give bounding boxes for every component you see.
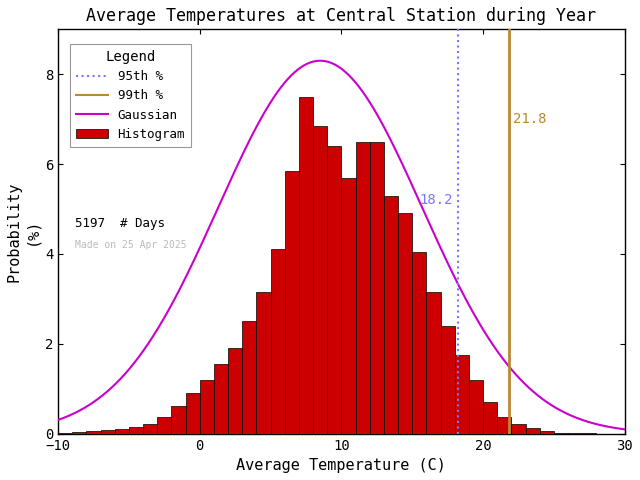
Bar xyxy=(540,432,554,433)
Bar xyxy=(469,380,483,433)
Bar xyxy=(525,428,540,433)
Text: Made on 25 Apr 2025: Made on 25 Apr 2025 xyxy=(75,240,187,250)
Bar xyxy=(157,417,172,433)
Bar xyxy=(214,364,228,433)
Bar xyxy=(327,146,341,433)
Bar xyxy=(200,380,214,433)
Bar xyxy=(356,142,370,433)
Bar xyxy=(228,348,243,433)
Title: Average Temperatures at Central Station during Year: Average Temperatures at Central Station … xyxy=(86,7,596,25)
Bar xyxy=(511,424,525,433)
Bar xyxy=(398,214,412,433)
Bar xyxy=(384,195,398,433)
Bar xyxy=(115,429,129,433)
Bar xyxy=(243,321,257,433)
Text: 21.8: 21.8 xyxy=(513,112,547,126)
Y-axis label: Probability
(%): Probability (%) xyxy=(7,181,39,282)
Text: 18.2: 18.2 xyxy=(420,193,453,207)
Bar xyxy=(129,427,143,433)
Bar xyxy=(143,424,157,433)
Text: 5197  # Days: 5197 # Days xyxy=(75,217,165,230)
Bar xyxy=(72,432,86,433)
Bar xyxy=(454,355,469,433)
Bar xyxy=(426,292,440,433)
Bar xyxy=(412,252,426,433)
Bar xyxy=(186,393,200,433)
Bar xyxy=(100,431,115,433)
Bar xyxy=(313,126,327,433)
Bar xyxy=(271,250,285,433)
Bar xyxy=(172,406,186,433)
Bar xyxy=(497,417,511,433)
Bar xyxy=(299,96,313,433)
Bar xyxy=(86,432,100,433)
Bar xyxy=(370,142,384,433)
Bar xyxy=(440,326,454,433)
Bar xyxy=(257,292,271,433)
Bar xyxy=(285,171,299,433)
Bar xyxy=(483,402,497,433)
X-axis label: Average Temperature (C): Average Temperature (C) xyxy=(236,458,446,473)
Legend: 95th %, 99th %, Gaussian, Histogram: 95th %, 99th %, Gaussian, Histogram xyxy=(70,44,191,147)
Bar xyxy=(341,178,356,433)
